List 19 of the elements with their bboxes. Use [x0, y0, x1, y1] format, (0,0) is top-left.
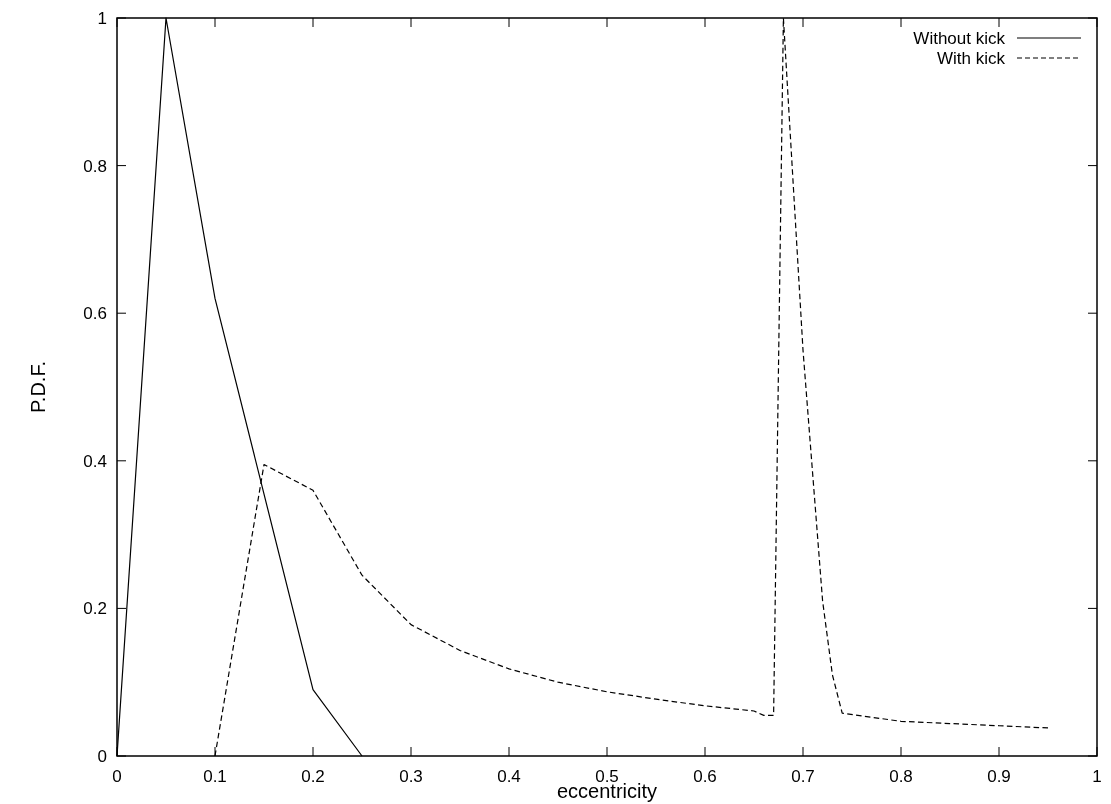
x-tick-label: 0.8: [889, 767, 913, 786]
y-tick-label: 0.2: [83, 599, 107, 619]
x-tick-label: 0.9: [987, 767, 1011, 786]
y-tick-label: 0: [97, 747, 107, 766]
legend-label: With kick: [937, 49, 1006, 68]
x-tick-label: 0.6: [693, 767, 717, 786]
y-axis-title: P.D.F.: [27, 361, 49, 413]
y-tick-label: 0.4: [83, 451, 107, 471]
x-tick-label: 0.3: [399, 767, 423, 786]
x-tick-label: 1: [1092, 767, 1102, 786]
x-tick-label: 0: [112, 767, 122, 786]
y-tick-label: 0.8: [83, 156, 107, 176]
x-tick-label: 0.4: [497, 767, 521, 786]
x-tick-label: 0.7: [791, 767, 815, 786]
y-tick-label: 0.6: [83, 304, 107, 324]
x-tick-label: 0.2: [301, 767, 325, 786]
legend-label: Without kick: [913, 29, 1006, 48]
x-tick-label: 0.1: [203, 767, 227, 786]
y-tick-label: 1: [97, 9, 107, 28]
